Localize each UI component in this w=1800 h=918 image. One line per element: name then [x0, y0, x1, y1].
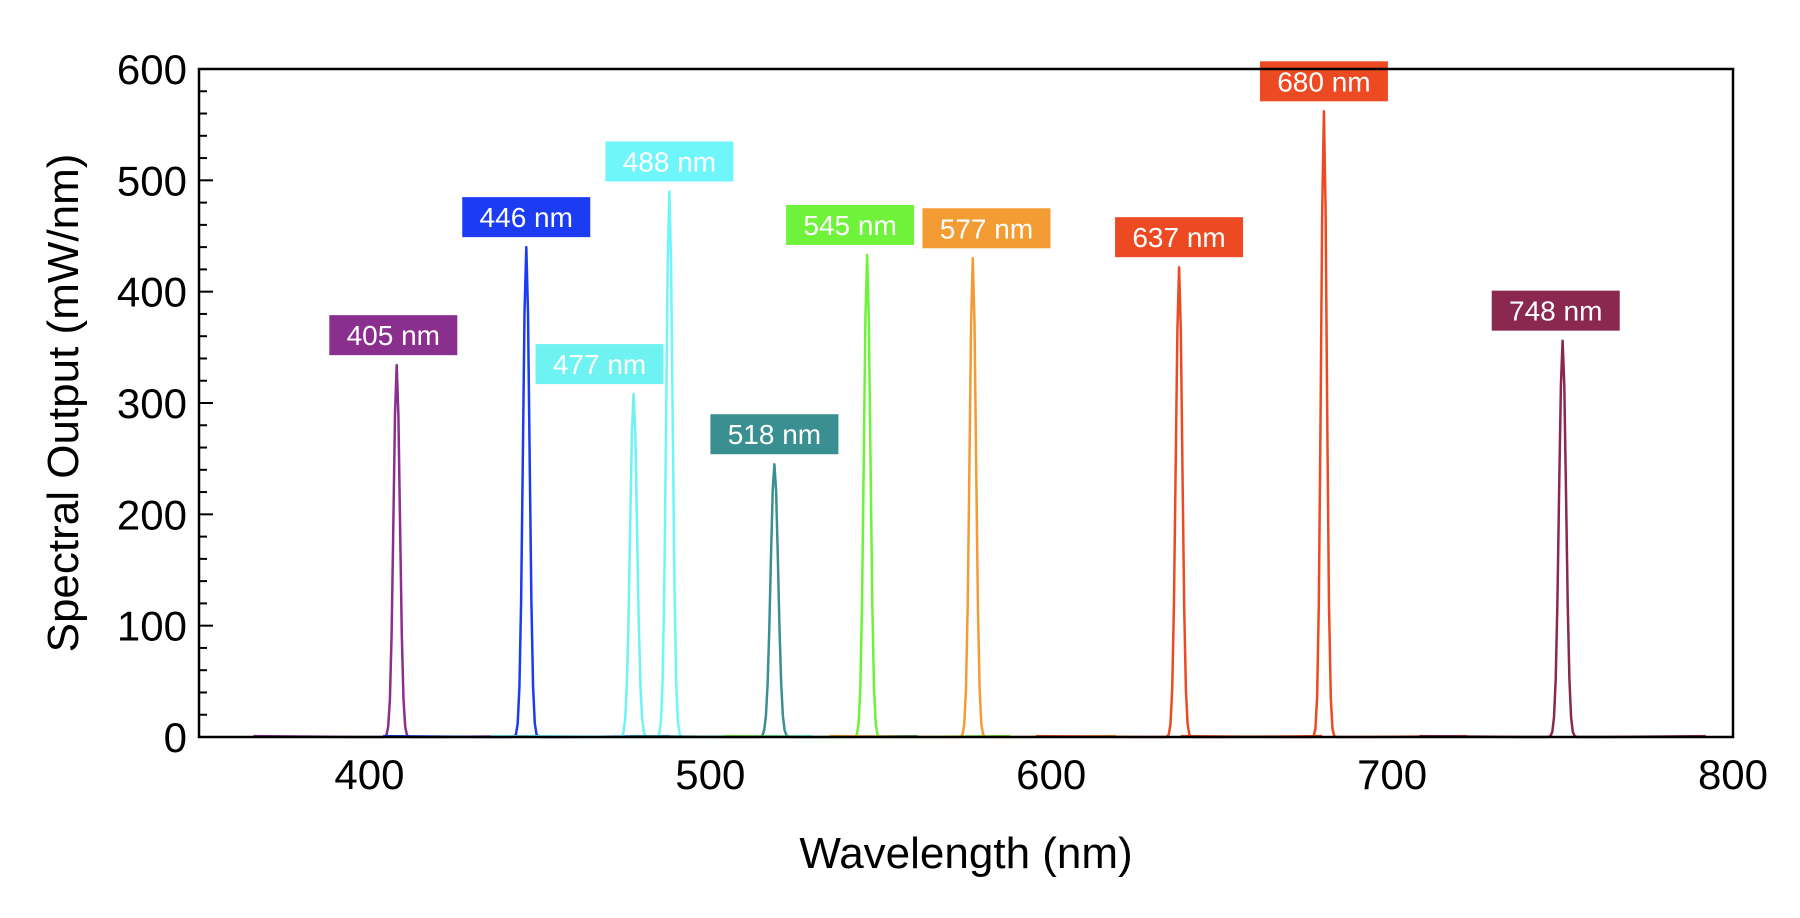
x-tick-label: 400 [334, 751, 404, 798]
y-tick-label: 400 [117, 269, 187, 316]
x-tick-label: 500 [675, 751, 745, 798]
peak-label: 545 nm [786, 204, 915, 245]
peak-label-box [1115, 217, 1244, 258]
peak-label-text: 577 nm [940, 213, 1033, 244]
peak-label-box [462, 197, 591, 238]
x-tick-label: 700 [1357, 751, 1427, 798]
x-axis-title: Wavelength (nm) [799, 829, 1132, 878]
peak-label-box [922, 208, 1051, 249]
peak-label-text: 477 nm [553, 349, 646, 380]
y-tick-label: 300 [117, 380, 187, 427]
spectrum-line-748nm [1419, 339, 1706, 739]
peak-label: 488 nm [605, 141, 734, 182]
peak-label-text: 518 nm [728, 419, 821, 450]
peak-label: 637 nm [1115, 217, 1244, 258]
peak-label-text: 637 nm [1132, 222, 1225, 253]
peak-label-text: 680 nm [1277, 66, 1370, 97]
peak-label-box [710, 414, 839, 455]
peak-label-box [605, 141, 734, 182]
peak-label-box [1491, 290, 1620, 331]
peak-label: 680 nm [1259, 61, 1388, 102]
peak-label-text: 545 nm [803, 210, 896, 241]
y-tick-label: 100 [117, 603, 187, 650]
spectrum-line-405nm [253, 363, 540, 739]
peak-label: 748 nm [1491, 290, 1620, 331]
peak-label-text: 405 nm [347, 320, 440, 351]
peak-label-text: 748 nm [1509, 296, 1602, 327]
peak-label-box [535, 344, 664, 385]
axis-ticks: 400 500 600 700 800 0 100 200 300 400 500 600 [117, 46, 1768, 798]
x-tick-label: 600 [1016, 751, 1086, 798]
spectrum-line-637nm [1035, 265, 1323, 739]
peak-label: 577 nm [922, 208, 1051, 249]
y-tick-label: 500 [117, 157, 187, 204]
y-axis-title: Spectral Output (mW/nm) [39, 154, 88, 653]
spectrum-line-680nm [1180, 110, 1468, 739]
peak-label: 405 nm [329, 315, 458, 356]
peak-label-text: 488 nm [623, 146, 716, 177]
y-tick-label: 200 [117, 491, 187, 538]
y-tick-label: 600 [117, 46, 187, 93]
y-tick-label: 0 [164, 714, 187, 761]
peak-label: 518 nm [710, 414, 839, 455]
peak-label: 477 nm [535, 344, 664, 385]
x-tick-label: 800 [1698, 751, 1768, 798]
peak-label-box [786, 204, 915, 245]
peak-label: 446 nm [462, 197, 591, 238]
peak-label-text: 446 nm [480, 202, 573, 233]
peak-label-box [329, 315, 458, 356]
